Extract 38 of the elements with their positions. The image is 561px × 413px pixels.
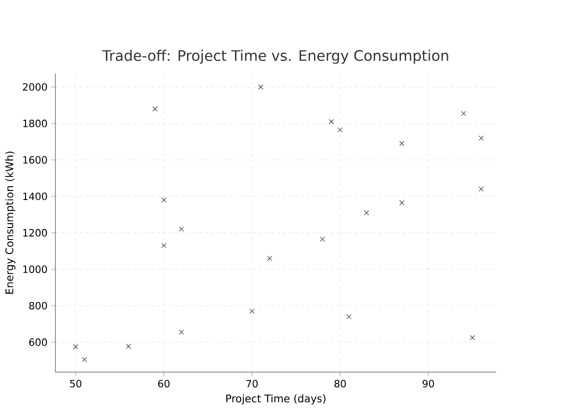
point [399, 140, 404, 146]
y-axis-title: Energy Consumption (kWh) [5, 151, 16, 294]
x-tick-label: 50 [70, 380, 82, 388]
point [73, 344, 78, 350]
x-tick-label: 90 [422, 380, 434, 388]
y-tick-label: 1000 [23, 265, 47, 273]
point [364, 210, 370, 216]
point [267, 256, 272, 261]
point [126, 344, 132, 349]
point [470, 334, 475, 340]
y-tick-label: 1400 [23, 192, 47, 200]
x-axis-title: Project Time (days) [226, 394, 326, 404]
point [328, 118, 334, 124]
point [478, 135, 484, 140]
chart-title: Trade-off: Project Time vs. Energy Consumption [102, 50, 448, 64]
point [258, 84, 264, 90]
point [338, 127, 343, 132]
point [161, 197, 166, 202]
y-tick-label: 1800 [23, 120, 47, 128]
y-tick-label: 600 [29, 338, 47, 346]
point [161, 242, 166, 248]
y-tick-label: 800 [29, 302, 47, 310]
point [178, 226, 184, 232]
x-tick-label: 70 [246, 380, 258, 388]
y-tick-label: 1600 [23, 156, 47, 164]
point [478, 186, 484, 192]
point [178, 329, 184, 335]
point [82, 356, 88, 362]
x-tick-label: 60 [158, 380, 170, 388]
point [399, 200, 404, 206]
point [152, 106, 158, 112]
y-tick-label: 1200 [23, 228, 47, 236]
point [249, 308, 255, 314]
point [346, 314, 352, 320]
x-tick-label: 80 [334, 380, 346, 388]
point [461, 110, 466, 116]
point [320, 236, 326, 242]
y-tick-label: 2000 [22, 83, 47, 91]
